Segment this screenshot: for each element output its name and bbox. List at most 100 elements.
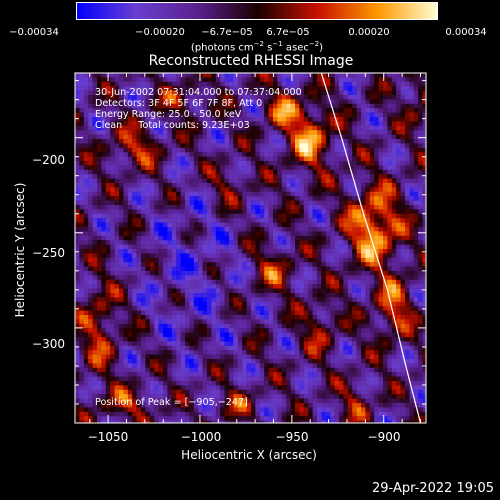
heatmap-cell: [405, 213, 410, 219]
heatmap-cell: [259, 156, 265, 162]
heatmap-cell: [163, 337, 168, 342]
heatmap-cell: [211, 187, 216, 192]
heatmap-cell: [321, 213, 326, 219]
heatmap-cell: [339, 174, 344, 179]
heatmap-cell: [273, 147, 278, 153]
heatmap-cell: [185, 345, 190, 351]
heatmap-cell: [202, 222, 208, 228]
heatmap-cell: [189, 169, 194, 175]
heatmap-cell: [277, 130, 282, 135]
heatmap-cell: [383, 271, 388, 276]
heatmap-cell: [295, 244, 300, 250]
heatmap-cell: [180, 328, 186, 333]
heatmap-cell: [88, 200, 93, 206]
heatmap-cell: [255, 319, 260, 324]
heatmap-cell: [281, 169, 287, 175]
heatmap-cell: [176, 275, 181, 280]
heatmap-cell: [211, 86, 216, 91]
heatmap-cell: [391, 328, 397, 333]
heatmap-cell: [242, 77, 247, 82]
heatmap-cell: [339, 77, 344, 82]
heatmap-cell: [391, 310, 397, 316]
heatmap-cell: [119, 130, 124, 135]
heatmap-cell: [396, 271, 401, 276]
heatmap-cell: [374, 152, 379, 157]
heatmap-cell: [321, 209, 326, 214]
heatmap-cell: [405, 253, 410, 258]
heatmap-cell: [299, 209, 304, 214]
heatmap-cell: [308, 257, 313, 263]
heatmap-cell: [418, 315, 423, 320]
heatmap-cell: [163, 99, 168, 104]
heatmap-cell: [101, 306, 106, 311]
heatmap-cell: [215, 244, 221, 250]
heatmap-cell: [259, 209, 265, 214]
heatmap-cell: [75, 143, 80, 148]
heatmap-cell: [233, 183, 238, 188]
heatmap-cell: [396, 187, 401, 192]
heatmap-cell: [207, 323, 212, 329]
heatmap-cell: [220, 161, 225, 166]
heatmap-cell: [88, 77, 93, 82]
heatmap-cell: [167, 117, 172, 122]
heatmap-cell: [295, 187, 300, 192]
heatmap-cell: [422, 323, 426, 329]
heatmap-cell: [303, 169, 309, 175]
heatmap-cell: [171, 152, 177, 157]
heatmap-cell: [211, 191, 216, 197]
heatmap-cell: [251, 95, 256, 100]
heatmap-cell: [334, 319, 340, 324]
heatmap-cell: [422, 337, 426, 342]
heatmap-cell: [409, 183, 414, 188]
heatmap-cell: [255, 147, 260, 153]
heatmap-cell: [127, 328, 133, 333]
heatmap-cell: [83, 161, 89, 166]
heatmap-cell: [361, 112, 366, 118]
heatmap-cell: [268, 310, 274, 316]
heatmap-cell: [185, 293, 190, 298]
heatmap-cell: [321, 196, 326, 201]
heatmap-cell: [409, 81, 414, 87]
heatmap-cell: [273, 121, 278, 126]
heatmap-cell: [286, 174, 291, 179]
heatmap-cell: [176, 284, 181, 289]
heatmap-cell: [286, 227, 291, 232]
heatmap-cell: [391, 200, 397, 206]
heatmap-cell: [171, 200, 177, 206]
heatmap-cell: [114, 315, 120, 320]
heatmap-cell: [211, 222, 216, 228]
heatmap-cell: [246, 121, 252, 126]
heatmap-cell: [229, 112, 234, 118]
heatmap-cell: [211, 143, 216, 148]
colorbar-tick-label: −0.00034: [9, 27, 59, 38]
heatmap-cell: [409, 227, 414, 232]
heatmap-cell: [361, 143, 366, 148]
heatmap-cell: [383, 209, 388, 214]
heatmap-cell: [255, 275, 260, 280]
heatmap-cell: [334, 213, 340, 219]
heatmap-cell: [259, 174, 265, 179]
heatmap-cell: [132, 200, 137, 206]
heatmap-cell: [127, 266, 133, 272]
heatmap-cell: [400, 147, 406, 153]
heatmap-cell: [176, 161, 181, 166]
heatmap-cell: [237, 174, 243, 179]
heatmap-cell: [198, 297, 203, 302]
heatmap-cell: [387, 183, 392, 188]
heatmap-cell: [149, 218, 155, 223]
heatmap-cell: [215, 200, 221, 206]
heatmap-cell: [317, 332, 322, 338]
heatmap-cell: [158, 301, 164, 307]
heatmap-cell: [361, 165, 366, 170]
heatmap-cell: [105, 213, 111, 219]
heatmap-cell: [229, 81, 234, 87]
heatmap-cell: [141, 121, 146, 126]
heatmap-cell: [418, 174, 423, 179]
heatmap-cell: [400, 156, 406, 162]
heatmap-cell: [422, 103, 426, 109]
heatmap-cell: [251, 125, 256, 131]
heatmap-cell: [413, 125, 419, 131]
heatmap-cell: [171, 196, 177, 201]
heatmap-cell: [413, 288, 419, 294]
heatmap-cell: [339, 227, 344, 232]
